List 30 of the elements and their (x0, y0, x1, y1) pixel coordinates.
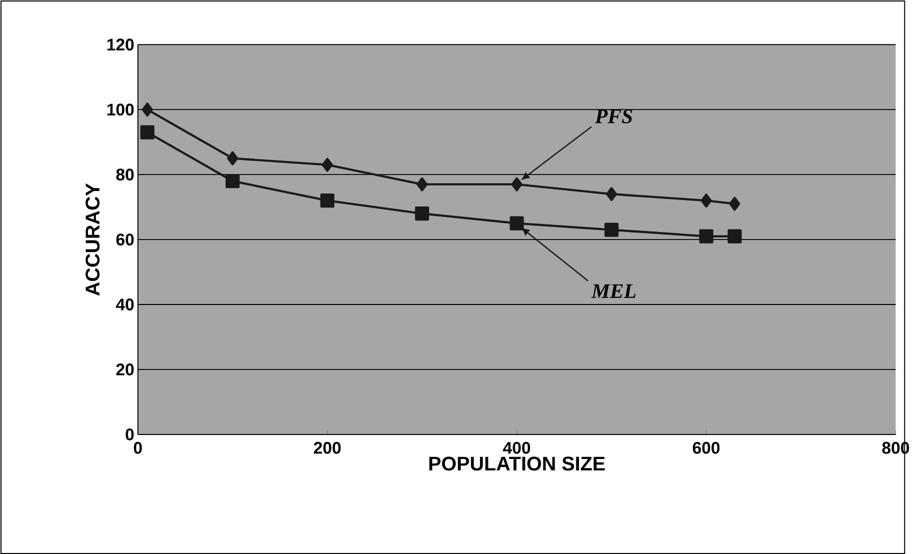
point (416, 177, 428, 192)
point (415, 206, 430, 220)
point (227, 151, 238, 166)
point (511, 177, 522, 192)
x-tick-label: 600 (692, 442, 720, 454)
y-tick-label: 100 (107, 103, 134, 116)
point (226, 174, 240, 188)
point (728, 229, 742, 244)
y-tick-label: 20 (116, 363, 134, 376)
point (699, 229, 714, 244)
point (142, 102, 153, 116)
point (510, 216, 524, 230)
x-tick-label: 400 (503, 442, 530, 454)
y-tick-label: 60 (116, 233, 134, 246)
point (320, 193, 334, 208)
text: MEL (591, 284, 636, 298)
point (604, 222, 619, 237)
point (606, 186, 618, 201)
x-tick-label: 200 (314, 442, 341, 454)
y-tick-label: 120 (107, 38, 134, 50)
point (729, 196, 740, 211)
y-tick-label: 0 (126, 428, 134, 440)
point (322, 158, 333, 172)
y-axis-title: ACCURACY (86, 183, 100, 296)
point (140, 125, 154, 140)
point (700, 193, 712, 208)
y-tick-label: 80 (116, 168, 134, 180)
x-tick-label: 0 (134, 442, 142, 454)
x-axis-title: POPULATION SIZE (429, 456, 605, 470)
y-tick-label: 40 (116, 298, 134, 310)
